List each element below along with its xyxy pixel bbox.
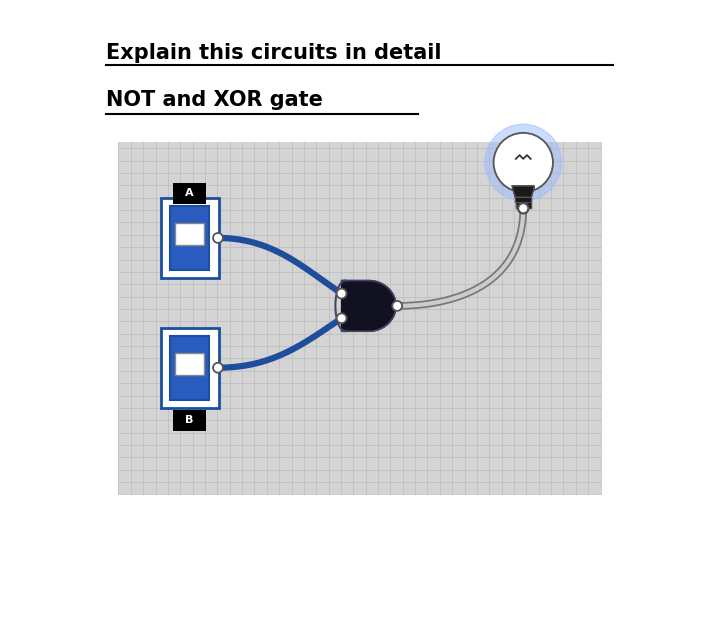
Text: Explain this circuits in detail: Explain this circuits in detail: [106, 43, 441, 63]
Polygon shape: [512, 186, 534, 197]
Circle shape: [213, 363, 223, 373]
FancyBboxPatch shape: [119, 142, 600, 494]
Circle shape: [336, 289, 347, 298]
FancyBboxPatch shape: [160, 328, 219, 408]
Polygon shape: [516, 197, 531, 202]
FancyBboxPatch shape: [173, 183, 206, 204]
Circle shape: [336, 313, 347, 323]
Circle shape: [518, 203, 529, 214]
Text: NOT and XOR gate: NOT and XOR gate: [106, 90, 323, 109]
Text: B: B: [186, 415, 193, 425]
Polygon shape: [516, 202, 531, 208]
FancyBboxPatch shape: [173, 410, 206, 431]
Polygon shape: [342, 281, 396, 331]
Circle shape: [485, 124, 562, 201]
Circle shape: [494, 133, 553, 192]
Polygon shape: [342, 281, 396, 331]
FancyBboxPatch shape: [175, 353, 203, 375]
FancyBboxPatch shape: [170, 336, 209, 400]
Circle shape: [393, 301, 402, 311]
FancyBboxPatch shape: [175, 223, 203, 245]
FancyBboxPatch shape: [160, 198, 219, 278]
FancyBboxPatch shape: [170, 206, 209, 270]
Text: A: A: [186, 188, 194, 198]
Circle shape: [213, 233, 223, 243]
Circle shape: [518, 203, 528, 213]
